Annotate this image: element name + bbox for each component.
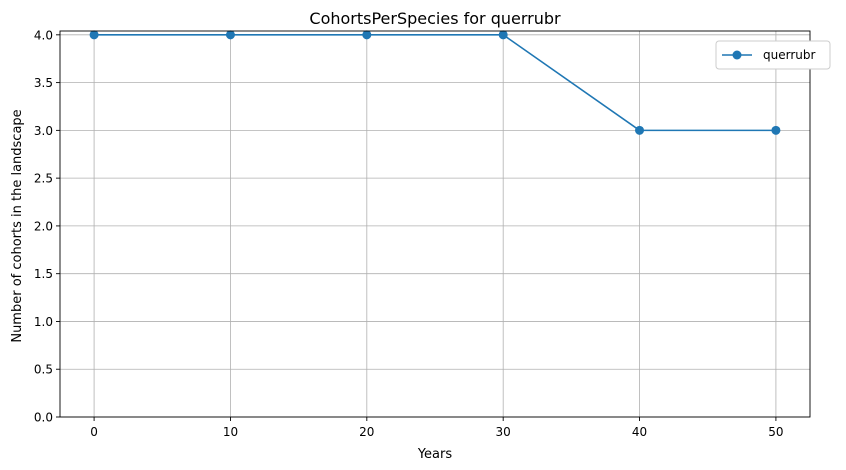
y-tick-label: 3.5: [34, 76, 53, 90]
x-tick-label: 10: [223, 425, 238, 439]
legend-box: [715, 40, 831, 70]
data-point: [771, 125, 781, 135]
x-tick-label: 20: [359, 425, 374, 439]
x-axis-label: Years: [417, 447, 453, 462]
x-tick-label: 0: [90, 425, 98, 439]
y-tick-label: 1.5: [34, 267, 53, 281]
y-tick-label: 0.5: [34, 363, 53, 377]
y-tick-label: 1.0: [34, 315, 53, 329]
y-tick-label: 2.0: [34, 219, 53, 233]
y-axis-label: Number of cohorts in the landscape: [10, 109, 25, 342]
data-point: [498, 30, 508, 40]
data-point: [635, 125, 645, 135]
chart-title: CohortsPerSpecies for querrubr: [309, 9, 561, 28]
data-point: [89, 30, 99, 40]
series-layer: [89, 30, 781, 135]
x-tick-label: 30: [496, 425, 511, 439]
y-tick-label: 0.0: [34, 411, 53, 425]
legend: querrubr: [715, 40, 831, 70]
y-tick-label: 2.5: [34, 172, 53, 186]
x-tick-label: 50: [768, 425, 783, 439]
data-point: [362, 30, 372, 40]
grid-lines: [60, 31, 810, 418]
y-tick-label: 3.0: [34, 124, 53, 138]
axis-ticks: 0 10 20 30 40 50 0.0 0.5 1.0 1.5 2.0 2.5 3.0 3.5 4.0: [34, 28, 784, 439]
legend-label-querrubr: querrubr: [763, 48, 815, 62]
data-point: [225, 30, 235, 40]
y-tick-label: 4.0: [34, 28, 53, 42]
plot-frame: [59, 30, 811, 418]
series-line-querrubr: [94, 34, 776, 132]
x-tick-label: 40: [632, 425, 647, 439]
legend-marker-querrubr: [732, 50, 742, 60]
